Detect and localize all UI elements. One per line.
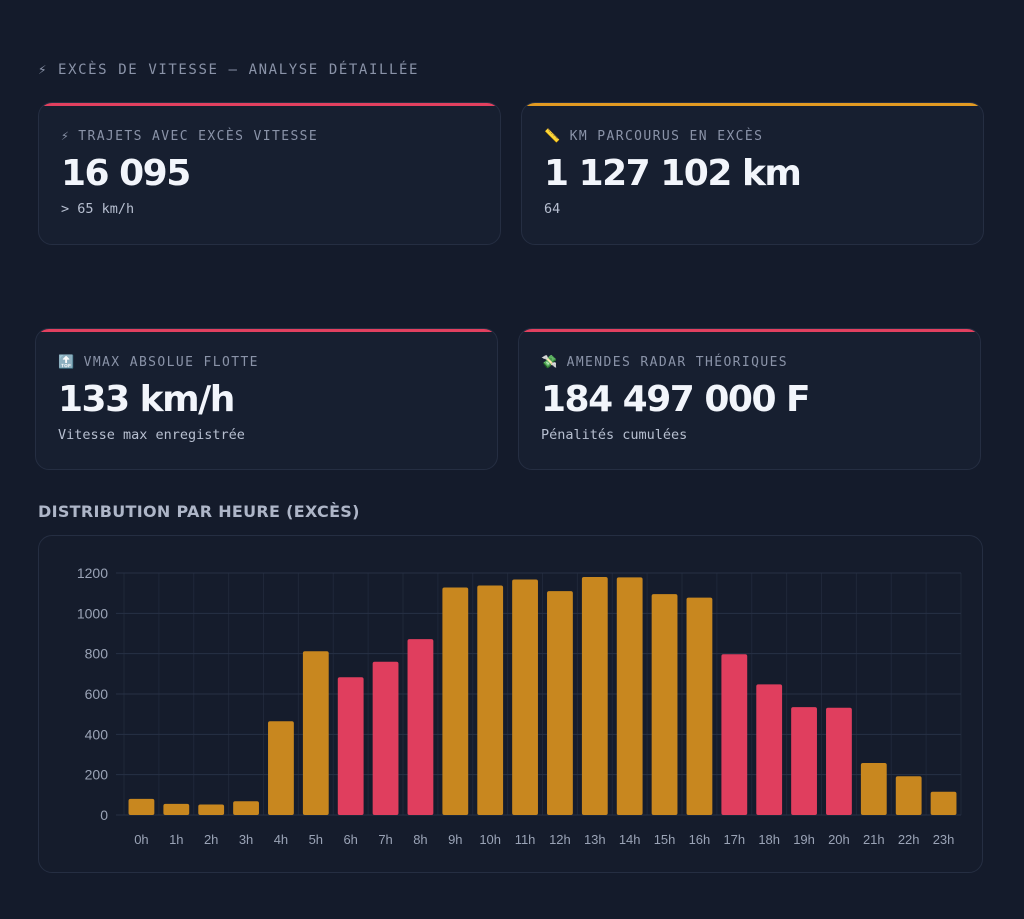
ruler-icon: 📏	[544, 129, 562, 144]
bar-7h[interactable]	[372, 661, 399, 815]
y-tick-label: 600	[85, 686, 109, 702]
x-tick-label: 4h	[274, 832, 288, 847]
card-value: 16 095	[61, 153, 191, 194]
bar-8h[interactable]	[407, 639, 434, 815]
stat-card-vmax: 🔝 VMAX ABSOLUE FLOTTE 133 km/h Vitesse ma…	[35, 328, 498, 470]
x-tick-label: 8h	[413, 832, 427, 847]
card-subtitle: Vitesse max enregistrée	[58, 427, 245, 443]
x-tick-label: 17h	[723, 832, 745, 847]
x-tick-label: 10h	[479, 832, 501, 847]
bar-5h[interactable]	[302, 651, 329, 815]
x-tick-label: 11h	[515, 832, 536, 847]
bar-13h[interactable]	[581, 577, 608, 815]
bar-1h[interactable]	[163, 803, 190, 815]
bar-9h[interactable]	[442, 587, 469, 815]
bar-0h[interactable]	[128, 798, 155, 815]
x-tick-label: 3h	[239, 832, 253, 847]
card-accent	[36, 329, 497, 332]
bar-19h[interactable]	[791, 707, 817, 815]
x-tick-label: 19h	[793, 832, 815, 847]
card-value: 1 127 102 km	[544, 153, 802, 194]
x-tick-label: 7h	[378, 832, 392, 847]
card-label: ⚡ TRAJETS AVEC EXCÈS VITESSE	[61, 129, 319, 144]
bar-20h[interactable]	[826, 707, 852, 815]
card-subtitle: 64	[544, 201, 561, 217]
card-label: 🔝 VMAX ABSOLUE FLOTTE	[58, 355, 259, 370]
bar-10h[interactable]	[477, 585, 504, 815]
bar-2h[interactable]	[198, 804, 225, 815]
y-tick-label: 800	[85, 646, 109, 662]
stat-card-trips: ⚡ TRAJETS AVEC EXCÈS VITESSE 16 095 > 65 …	[38, 102, 501, 245]
card-accent	[522, 103, 983, 106]
card-accent	[39, 103, 500, 106]
stat-card-fines: 💸 AMENDES RADAR THÉORIQUES 184 497 000 F …	[518, 328, 981, 470]
card-subtitle: > 65 km/h	[61, 201, 135, 217]
y-tick-label: 400	[85, 726, 109, 742]
x-tick-label: 14h	[619, 832, 641, 847]
stat-card-km: 📏 KM PARCOURUS EN EXCÈS 1 127 102 km 64	[521, 102, 984, 245]
y-tick-label: 1200	[77, 565, 108, 581]
x-tick-label: 20h	[828, 832, 850, 847]
bar-4h[interactable]	[268, 721, 294, 815]
bar-22h[interactable]	[895, 776, 922, 815]
card-value: 184 497 000 F	[541, 379, 811, 420]
bar-15h[interactable]	[651, 594, 678, 815]
bar-14h[interactable]	[616, 577, 643, 815]
y-tick-label: 1000	[77, 605, 108, 621]
bar-6h[interactable]	[337, 677, 364, 815]
x-tick-label: 23h	[933, 832, 955, 847]
x-tick-label: 12h	[549, 832, 571, 847]
bar-17h[interactable]	[721, 654, 748, 815]
card-label: 📏 KM PARCOURUS EN EXCÈS	[544, 129, 764, 144]
y-tick-label: 200	[85, 767, 109, 783]
section-title: ⚡ EXCÈS DE VITESSE — ANALYSE DÉTAILLÉE	[38, 62, 420, 78]
bar-18h[interactable]	[756, 684, 783, 815]
x-tick-label: 2h	[204, 832, 218, 847]
bar-16h[interactable]	[686, 597, 713, 815]
chart-card: 0 200 400 600 800 1000 1200 0h 1h 2h 3h 4h 5h 6h 7h 8h 9…	[38, 535, 983, 873]
x-tick-label: 1h	[169, 832, 183, 847]
card-subtitle: Pénalités cumulées	[541, 427, 688, 443]
chart-title: DISTRIBUTION PAR HEURE (EXCÈS)	[38, 502, 360, 521]
y-tick-label: 0	[100, 807, 108, 823]
x-tick-label: 16h	[689, 832, 711, 847]
bar-21h[interactable]	[860, 762, 887, 815]
x-tick-label: 22h	[898, 832, 920, 847]
top-icon: 🔝	[58, 355, 76, 370]
bar-23h[interactable]	[930, 791, 957, 815]
card-accent	[519, 329, 980, 332]
bar-3h[interactable]	[233, 801, 259, 815]
lightning-icon: ⚡	[61, 129, 71, 144]
bar-12h[interactable]	[547, 591, 573, 815]
x-tick-label: 0h	[134, 832, 148, 847]
bar-11h[interactable]	[512, 579, 538, 815]
x-tick-label: 18h	[758, 832, 780, 847]
hourly-bar-chart: 0 200 400 600 800 1000 1200 0h 1h 2h 3h 4h 5h 6h 7h 8h 9…	[77, 565, 962, 847]
card-value: 133 km/h	[58, 379, 235, 420]
x-tick-label: 15h	[654, 832, 676, 847]
x-tick-label: 9h	[448, 832, 462, 847]
x-tick-label: 5h	[309, 832, 323, 847]
card-label: 💸 AMENDES RADAR THÉORIQUES	[541, 355, 789, 370]
x-tick-label: 13h	[584, 832, 606, 847]
x-tick-label: 6h	[343, 832, 357, 847]
x-tick-label: 21h	[863, 832, 885, 847]
money-icon: 💸	[541, 355, 559, 370]
